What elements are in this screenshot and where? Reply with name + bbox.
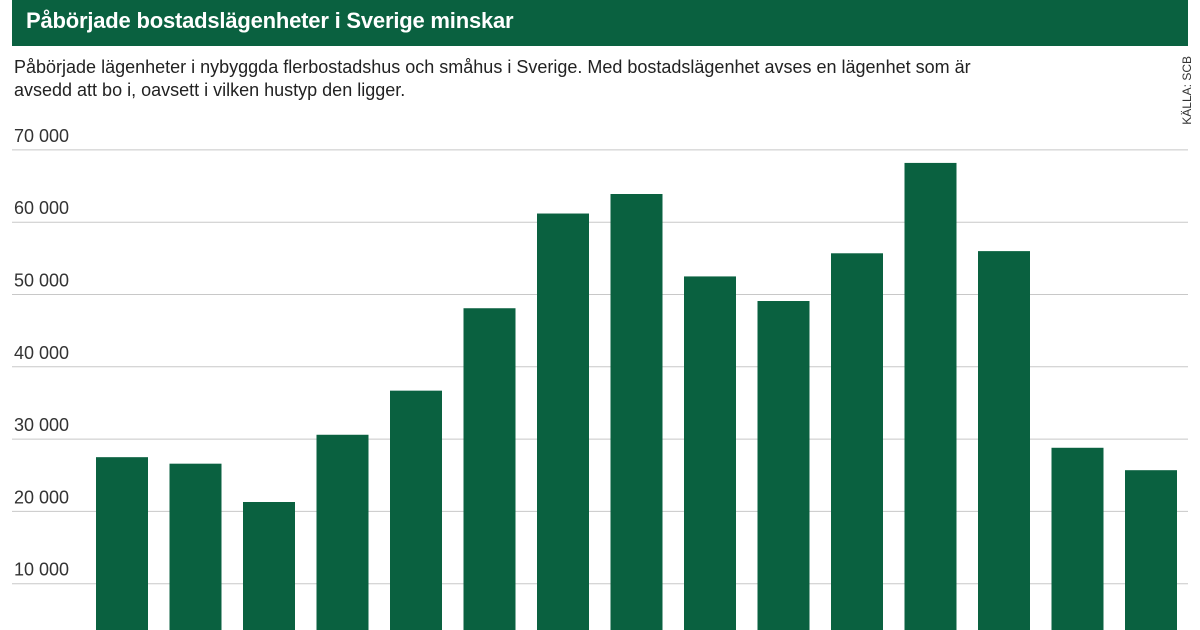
bar xyxy=(243,502,295,630)
bar xyxy=(684,276,736,630)
bar xyxy=(316,434,369,630)
y-tick-label: 40 000 xyxy=(14,343,69,363)
bar xyxy=(978,251,1030,630)
y-tick-label: 50 000 xyxy=(14,271,69,291)
chart-title: Påbörjade bostadslägenheter i Sverige mi… xyxy=(26,8,514,33)
bar xyxy=(390,390,442,630)
y-tick-label: 60 000 xyxy=(14,198,69,218)
y-tick-label: 70 000 xyxy=(14,126,69,146)
chart-subtitle: Påbörjade lägenheter i nybyggda flerbost… xyxy=(14,57,971,100)
bar xyxy=(96,457,148,630)
bar xyxy=(610,194,663,630)
bar xyxy=(1051,447,1104,630)
bar xyxy=(1125,470,1177,630)
bar xyxy=(537,213,589,630)
y-tick-labels: 10 000 20 000 30 000 40 000 50 000 60 000 70 0… xyxy=(14,126,69,580)
bars xyxy=(96,162,1177,630)
y-tick-label: 20 000 xyxy=(14,487,69,507)
bar xyxy=(904,162,957,630)
bar xyxy=(463,308,516,630)
y-tick-label: 30 000 xyxy=(14,415,69,435)
bar xyxy=(831,253,883,630)
title-bar: Påbörjade bostadslägenheter i Sverige mi… xyxy=(12,0,1188,46)
bar xyxy=(169,463,222,630)
bar xyxy=(757,301,810,630)
y-tick-label: 10 000 xyxy=(14,560,69,580)
